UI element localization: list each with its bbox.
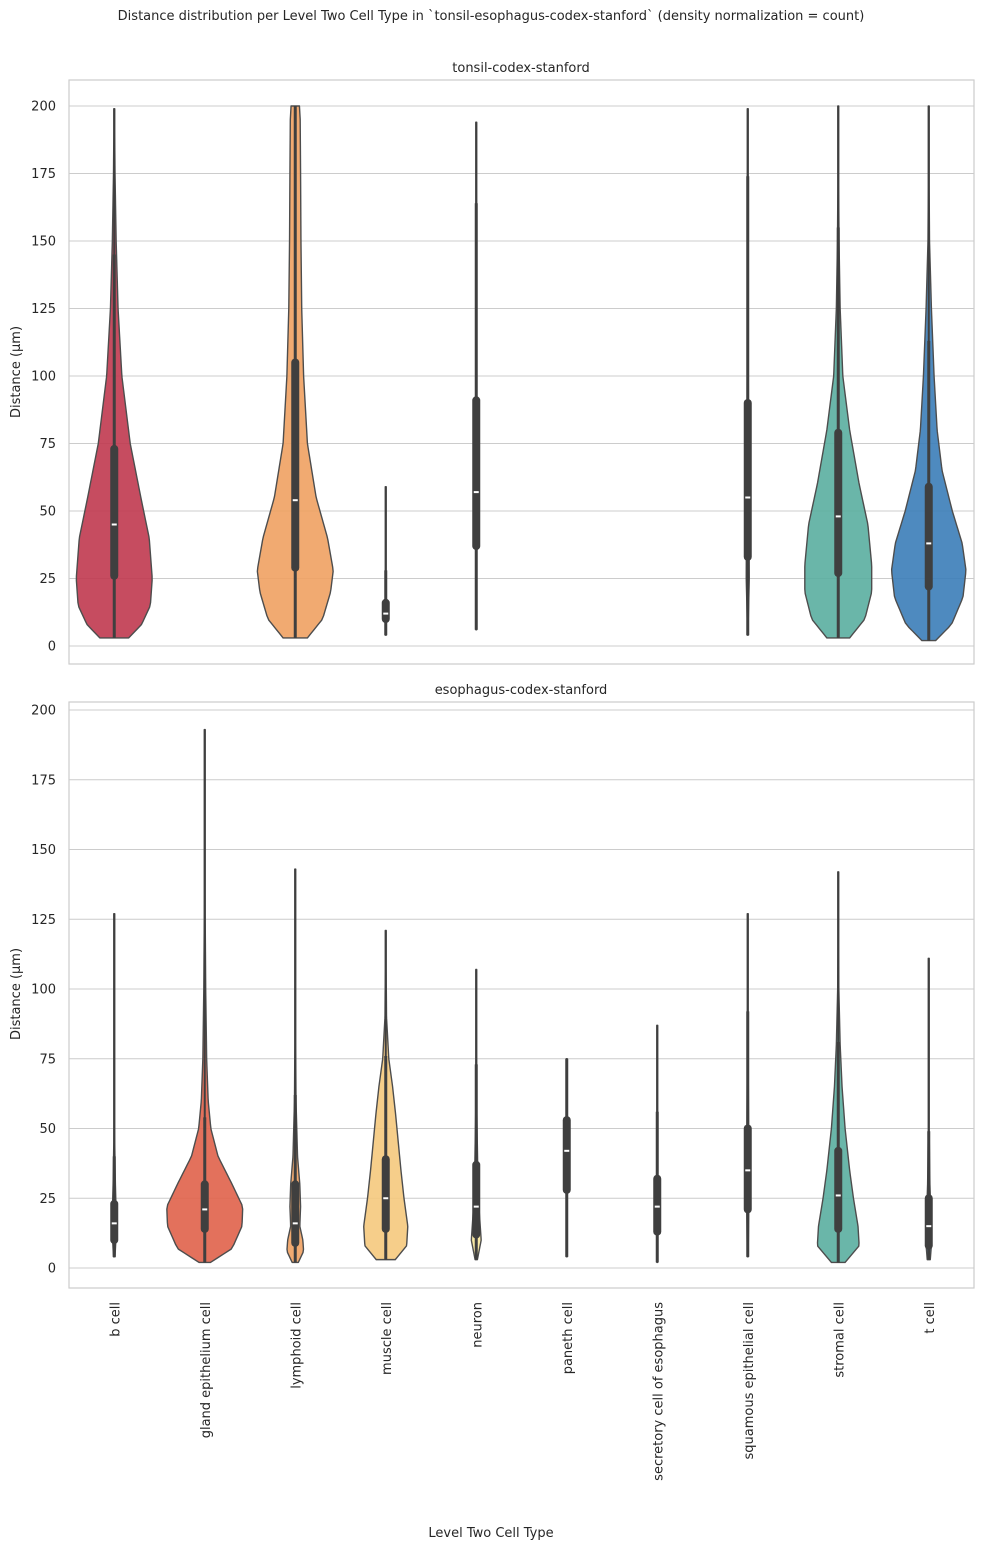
- x-tick-label: muscle cell: [380, 1302, 395, 1375]
- plot-frame: [68, 79, 975, 665]
- y-tick-label: 100: [31, 370, 56, 385]
- x-tick-label: t cell: [923, 1302, 938, 1334]
- violin-muscle-cell: [381, 486, 390, 636]
- x-tick-label: gland epithelium cell: [199, 1302, 214, 1438]
- y-tick-label: 25: [39, 1192, 56, 1207]
- violin-lymphoid-cell: [286, 868, 305, 1264]
- violin-squamous-epithelial-cell: [743, 912, 752, 1258]
- y-tick-label: 175: [31, 773, 56, 788]
- x-tick-labels: b cell gland epithelium cell lymphoid cell…: [108, 1302, 938, 1481]
- violin-b-cell: [75, 108, 153, 639]
- violin-muscle-cell: [363, 929, 409, 1261]
- y-tick-label: 50: [39, 505, 56, 520]
- panel-title-top: tonsil-codex-stanford: [452, 61, 589, 76]
- x-tick-label: neuron: [470, 1302, 485, 1348]
- y-tick-label: 125: [31, 913, 56, 928]
- violin-b-cell: [110, 912, 119, 1258]
- violin-stromal-cell: [804, 105, 873, 639]
- y-tick-label: 50: [39, 1122, 56, 1137]
- violin-gland-epithelium-cell: [166, 728, 244, 1264]
- violin-neuron: [472, 121, 481, 631]
- violin-lymphoid-cell: [256, 105, 334, 639]
- y-tick-label: 200: [31, 704, 56, 719]
- y-axis-label-bottom: Distance (μm): [9, 948, 24, 1040]
- y-tick-label: 125: [31, 302, 56, 317]
- violin-squamous-epithelial-cell: [743, 108, 752, 636]
- y-tick-label: 150: [31, 235, 56, 250]
- violin-stromal-cell: [816, 871, 860, 1264]
- x-tick-label: secretory cell of esophagus: [651, 1302, 666, 1481]
- plot-frame: [68, 701, 975, 1289]
- panel-top: 0 25 50 75 100 125 150 175 200: [31, 79, 975, 665]
- violin-secretory-cell-of-esophagus: [653, 1024, 662, 1264]
- y-tick-label: 0: [48, 640, 56, 655]
- figure-title: Distance distribution per Level Two Cell…: [118, 9, 865, 24]
- y-tick-label: 150: [31, 843, 56, 858]
- x-tick-label: paneth cell: [561, 1302, 576, 1374]
- violin-neuron: [470, 968, 482, 1261]
- y-tick-label: 0: [48, 1262, 56, 1277]
- violin-paneth-cell: [562, 1058, 571, 1258]
- y-tick-label: 75: [39, 437, 56, 452]
- x-tick-label: stromal cell: [832, 1302, 847, 1378]
- x-tick-label: lymphoid cell: [289, 1302, 304, 1389]
- x-tick-label: squamous epithelial cell: [742, 1302, 757, 1460]
- panel-bottom: 0 25 50 75 100 125 150 175 200: [31, 701, 975, 1289]
- y-tick-label: 75: [39, 1052, 56, 1067]
- panel-title-bottom: esophagus-codex-stanford: [435, 683, 608, 698]
- y-axis-label-top: Distance (μm): [9, 326, 24, 418]
- violin-t-cell: [924, 957, 933, 1261]
- violin-t-cell: [890, 105, 967, 642]
- y-tick-label: 100: [31, 983, 56, 998]
- y-tick-label: 200: [31, 100, 56, 115]
- x-tick-label: b cell: [108, 1302, 123, 1337]
- panels-layer: 0 25 50 75 100 125 150 175 200 0 25 50 75 100 125 150 17…: [31, 79, 975, 1289]
- y-tick-label: 175: [31, 167, 56, 182]
- x-axis-label: Level Two Cell Type: [428, 1526, 553, 1541]
- y-tick-label: 25: [39, 572, 56, 587]
